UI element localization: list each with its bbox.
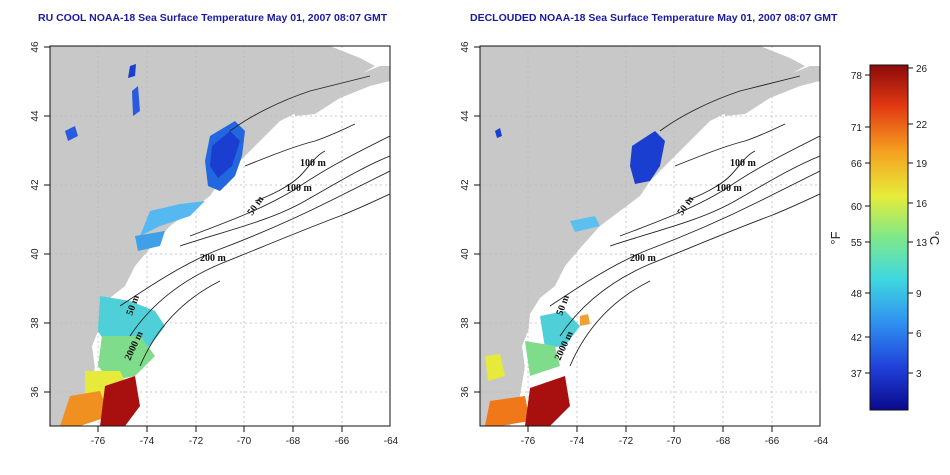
land-mass xyxy=(50,46,375,426)
x-axis: -76 -74 -72 -70 -68 -66 -64 xyxy=(521,426,829,447)
y-tick-label: 42 xyxy=(460,179,471,191)
y-tick-label: 42 xyxy=(30,179,41,191)
contour-label: 100 m xyxy=(730,158,757,169)
y-tick-label: 46 xyxy=(460,41,471,53)
x-tick-label: -70 xyxy=(667,436,682,447)
x-tick-label: -72 xyxy=(189,436,204,447)
sst-mid-atlantic-green xyxy=(525,341,560,376)
x-tick-label: -74 xyxy=(570,436,585,447)
y-axis: 36 38 40 42 44 46 xyxy=(460,41,480,398)
contour-label: 200 m xyxy=(200,253,227,264)
sst-gulf-stream xyxy=(100,376,140,426)
sst-ny-bight xyxy=(135,231,165,251)
colorbar-gradient xyxy=(869,64,909,411)
sst-carolina-orange xyxy=(60,391,110,426)
y-tick-label: 46 xyxy=(30,41,41,53)
colorbar-f-label: 78 xyxy=(851,71,863,82)
colorbar: 78 71 66 60 55 48 42 37 26 22 19 16 13 9… xyxy=(828,64,940,411)
colorbar-f-label: 55 xyxy=(851,238,863,249)
colorbar-c-label: 26 xyxy=(916,64,928,75)
contour-label: 100 m xyxy=(300,158,327,169)
sst-carolina-yellow xyxy=(485,354,505,381)
colorbar-c-label: 3 xyxy=(916,369,922,380)
y-tick-label: 36 xyxy=(460,386,471,398)
land-nova-scotia xyxy=(720,66,820,116)
x-tick-label: -76 xyxy=(521,436,536,447)
bathymetry-contours xyxy=(119,75,390,367)
sst-gulf-of-maine xyxy=(630,131,665,184)
map-border xyxy=(479,45,821,427)
x-tick-label: -66 xyxy=(765,436,780,447)
sst-carolina-orange xyxy=(485,396,530,426)
sst-small-patch xyxy=(128,64,136,78)
celsius-ticks: 26 22 19 16 13 9 6 3 xyxy=(908,64,928,380)
fahrenheit-ticks: 78 71 66 60 55 48 42 37 xyxy=(851,71,870,380)
colorbar-f-label: 71 xyxy=(851,123,863,134)
colorbar-f-label: 37 xyxy=(851,369,863,380)
sst-gulf-stream xyxy=(525,376,570,426)
x-tick-label: -66 xyxy=(335,436,350,447)
y-axis: 36 38 40 42 44 46 xyxy=(30,41,50,398)
y-tick-label: 44 xyxy=(30,110,41,122)
grid-lines xyxy=(480,46,820,426)
colorbar-f-label: 42 xyxy=(851,333,863,344)
title-right: DECLOUDED NOAA-18 Sea Surface Temperatur… xyxy=(470,12,838,24)
map-border xyxy=(49,45,391,427)
colorbar-c-label: 16 xyxy=(916,199,928,210)
sst-mid-atlantic-cyan xyxy=(540,311,580,348)
sst-warm-eddy xyxy=(580,314,590,326)
colorbar-c-label: 6 xyxy=(916,329,922,340)
contour-label: 100 m xyxy=(286,183,313,194)
contour-label: 100 m xyxy=(716,183,743,194)
colorbar-c-label: 9 xyxy=(916,289,922,300)
x-tick-label: -68 xyxy=(716,436,731,447)
colorbar-f-label: 66 xyxy=(851,159,863,170)
colorbar-c-unit: °C xyxy=(927,231,940,246)
land-mass xyxy=(480,46,805,426)
colorbar-f-label: 60 xyxy=(851,202,863,213)
map-panel-left: 100 m 100 m 50 m 200 m 50 m 2000 m 36 38… xyxy=(30,41,399,447)
y-tick-label: 38 xyxy=(30,317,41,329)
colorbar-c-label: 22 xyxy=(916,120,928,131)
contour-label: 200 m xyxy=(630,253,657,264)
y-tick-label: 40 xyxy=(30,248,41,260)
sst-small-patch xyxy=(65,126,78,141)
sst-mid-atlantic-green xyxy=(98,336,155,381)
y-tick-label: 40 xyxy=(460,248,471,260)
y-tick-label: 36 xyxy=(30,386,41,398)
title-left: RU COOL NOAA-18 Sea Surface Temperature … xyxy=(38,12,388,24)
colorbar-f-unit: °F xyxy=(828,231,843,244)
sst-georges-shelf xyxy=(140,201,205,236)
x-tick-label: -76 xyxy=(91,436,106,447)
x-tick-label: -64 xyxy=(814,436,829,447)
colorbar-f-label: 48 xyxy=(851,289,863,300)
x-tick-label: -72 xyxy=(619,436,634,447)
map-panel-right: 100 m 100 m 50 m 200 m 50 m 2000 m 36 38… xyxy=(460,41,829,447)
sst-ny-bight xyxy=(570,216,600,232)
colorbar-c-label: 13 xyxy=(916,238,928,249)
colorbar-c-label: 19 xyxy=(916,159,928,170)
y-tick-label: 38 xyxy=(460,317,471,329)
x-axis: -76 -74 -72 -70 -68 -66 -64 xyxy=(91,426,399,447)
land-nova-scotia xyxy=(290,66,390,116)
x-tick-label: -64 xyxy=(384,436,399,447)
x-tick-label: -68 xyxy=(286,436,301,447)
x-tick-label: -74 xyxy=(140,436,155,447)
x-tick-label: -70 xyxy=(237,436,252,447)
bathymetry-contours xyxy=(549,75,820,367)
sst-gulf-of-maine-dark xyxy=(210,131,240,178)
sst-small-patch xyxy=(495,128,502,138)
y-tick-label: 44 xyxy=(460,110,471,122)
sst-small-patch xyxy=(132,86,140,116)
